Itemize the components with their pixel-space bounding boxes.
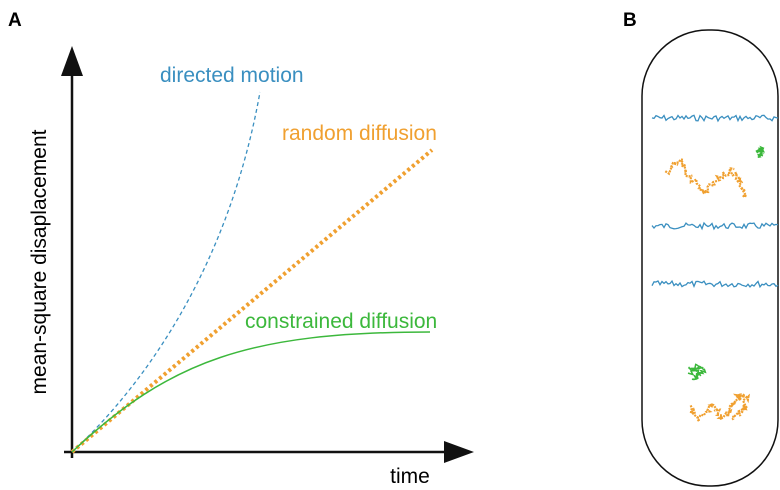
x-axis-arrow — [444, 441, 474, 463]
constrained-track — [756, 147, 764, 157]
directed-track — [652, 281, 778, 287]
curve-label: random diffusion — [282, 122, 437, 145]
panel-label: A — [8, 10, 22, 31]
curve-label: directed motion — [160, 64, 304, 87]
directed-curve — [72, 92, 260, 452]
random-track — [665, 159, 746, 197]
curve-label: constrained diffusion — [245, 310, 437, 333]
directed-track — [652, 223, 778, 229]
x-axis-label: time — [390, 465, 430, 488]
trajectories — [652, 115, 778, 421]
y-axis-label: mean-square disaplacement — [28, 129, 51, 394]
constrained-track — [688, 364, 705, 379]
figure: A B mean-square disaplacement time direc… — [0, 0, 780, 490]
y-axis-arrow — [61, 46, 83, 76]
directed-track — [652, 115, 778, 121]
cell-outline — [642, 30, 778, 486]
random-track — [691, 394, 749, 421]
panel-label: B — [623, 10, 637, 31]
constrained-curve — [72, 332, 430, 452]
